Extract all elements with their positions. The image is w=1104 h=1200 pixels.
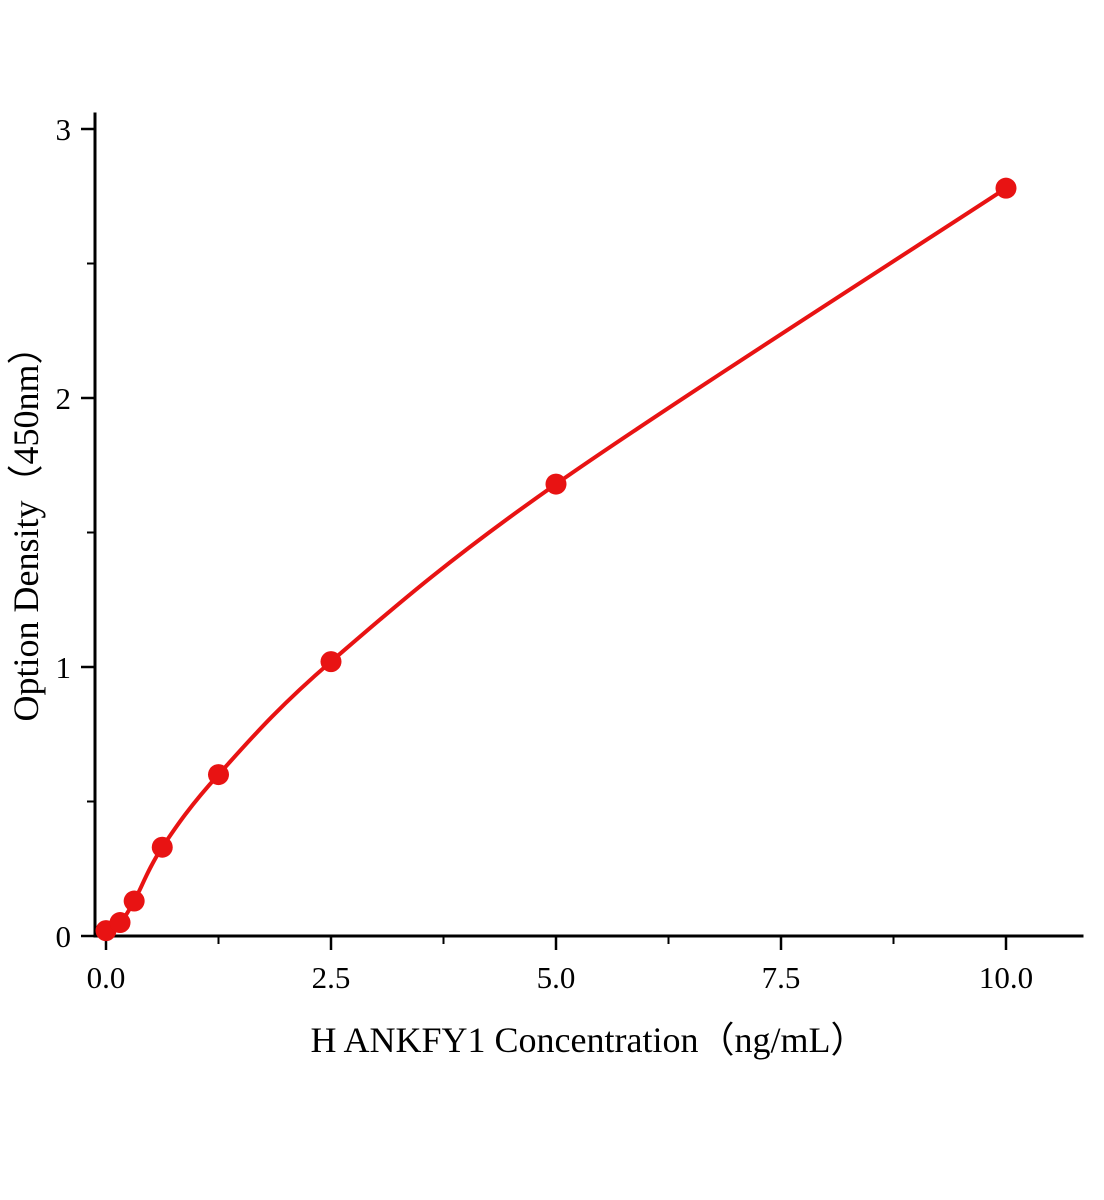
y-tick-label: 0 [56, 919, 72, 954]
data-point [208, 764, 229, 786]
data-point [995, 177, 1017, 199]
x-tick-label: 2.5 [312, 960, 351, 995]
data-point [109, 912, 131, 934]
x-tick-label: 5.0 [537, 960, 576, 995]
x-tick-label: 10.0 [979, 960, 1033, 995]
y-axis-title: Option Density（450nm） [6, 329, 46, 722]
data-point [545, 473, 567, 495]
y-tick-label: 1 [56, 650, 72, 685]
x-tick-label: 0.0 [87, 960, 126, 995]
y-tick-label: 2 [56, 381, 72, 416]
x-tick-label: 7.5 [762, 960, 801, 995]
x-axis-title: H ANKFY1 Concentration（ng/mL） [311, 1020, 867, 1060]
data-point [123, 890, 145, 912]
standard-curve-line [104, 186, 1008, 933]
y-tick-label: 3 [56, 112, 72, 147]
data-point [151, 836, 173, 858]
data-point [320, 651, 342, 673]
